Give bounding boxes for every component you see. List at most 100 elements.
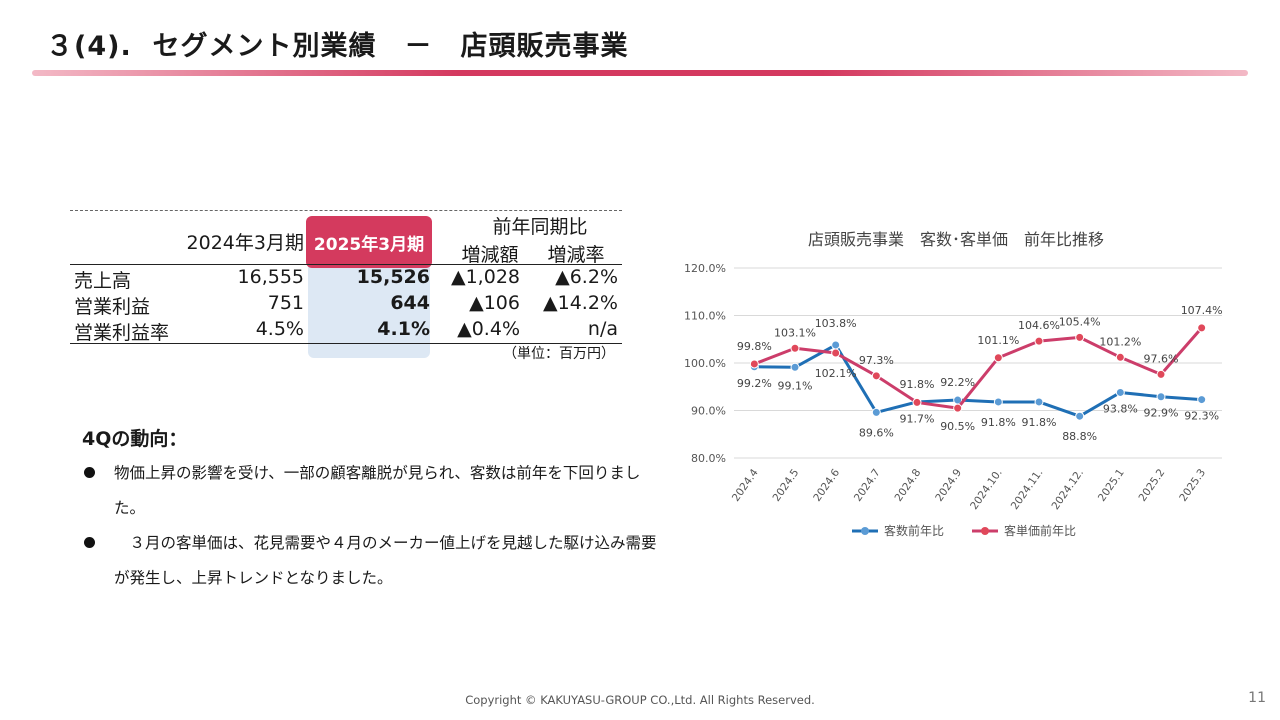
- bullet-text: ３月の客単価は、花見需要や４月のメーカー値上げを見越した駆け込み需要が発生し、上…: [114, 534, 657, 587]
- header-rule: [70, 264, 622, 265]
- data-point: [790, 343, 800, 353]
- data-point: [831, 340, 841, 350]
- y-tick-label: 90.0%: [691, 405, 726, 418]
- title-underline: [32, 70, 1248, 76]
- data-point: [831, 348, 841, 358]
- y-tick-label: 80.0%: [691, 452, 726, 465]
- table-top-dashed-line: [70, 210, 622, 211]
- page-title: ３(4). セグメント別業績 － 店頭販売事業: [46, 31, 629, 62]
- segment-results-table: 2025年3月期 2024年3月期 前年同期比 増減額 増減率 売上高 16,5…: [70, 208, 622, 358]
- row-label: 営業利益: [74, 296, 151, 318]
- data-label: 90.5%: [940, 420, 975, 433]
- trend-heading: 4Qの動向：: [82, 428, 188, 450]
- data-point: [912, 397, 922, 407]
- row-rate: ▲6.2%: [555, 266, 618, 288]
- x-tick-label: 2024.4: [730, 467, 761, 504]
- x-tick-label: 2024.9: [933, 467, 964, 504]
- data-label: 92.2%: [940, 376, 975, 389]
- data-point: [1034, 336, 1044, 346]
- yoy-trend-chart: 店頭販売事業 客数･客単価 前年比推移 80.0% 90.0% 100.0% 110.…: [676, 218, 1236, 558]
- x-tick-label: 2024.5: [771, 467, 802, 504]
- y-tick-label: 110.0%: [684, 310, 726, 323]
- data-point: [871, 407, 881, 417]
- x-tick-label: 2024.12.: [1049, 467, 1086, 512]
- x-tick-label: 2024.8: [893, 467, 924, 504]
- data-label: 105.4%: [1059, 315, 1101, 328]
- trend-bullets: 物価上昇の影響を受け、一部の顧客離脱が見られ、客数は前年を下回りました。 ３月の…: [80, 456, 660, 596]
- y-tick-label: 100.0%: [684, 357, 726, 370]
- row-value-2025: 4.1%: [377, 318, 430, 340]
- x-tick-label: 2024.6: [811, 467, 842, 504]
- row-value-2024: 4.5%: [255, 318, 304, 340]
- data-label: 99.2%: [737, 377, 772, 390]
- data-label: 88.8%: [1062, 430, 1097, 443]
- data-point: [1075, 411, 1085, 421]
- data-point: [1197, 323, 1207, 333]
- data-point: [993, 353, 1003, 363]
- row-diff: ▲0.4%: [457, 318, 520, 340]
- row-rate: n/a: [587, 318, 618, 340]
- chart-svg: 80.0% 90.0% 100.0% 110.0% 120.0% 2024.4 2024.5…: [684, 262, 1223, 538]
- data-point: [790, 362, 800, 372]
- row-label: 売上高: [74, 270, 132, 292]
- series-line: [753, 326, 1203, 410]
- data-label: 91.8%: [981, 416, 1016, 429]
- data-point: [1197, 395, 1207, 405]
- bullet-dot-icon: [84, 537, 95, 548]
- highlight-column-2025: [308, 264, 430, 358]
- data-label: 102.1%: [815, 367, 857, 380]
- row-value-2025: 15,526: [356, 266, 430, 288]
- data-label: 93.8%: [1103, 402, 1138, 415]
- data-label: 92.9%: [1144, 407, 1179, 420]
- data-point: [871, 371, 881, 381]
- data-label: 103.8%: [815, 317, 857, 330]
- header-2025: 2025年3月期: [306, 216, 432, 268]
- row-label: 営業利益率: [74, 322, 170, 344]
- legend-marker: [981, 527, 989, 535]
- data-point: [1075, 332, 1085, 342]
- data-label: 91.8%: [900, 378, 935, 391]
- bottom-rule: [70, 343, 622, 344]
- page-number: 11: [1248, 690, 1266, 706]
- data-point: [1115, 352, 1125, 362]
- row-rate: ▲14.2%: [543, 292, 618, 314]
- bullet-item: ３月の客単価は、花見需要や４月のメーカー値上げを見越した駆け込み需要が発生し、上…: [80, 526, 660, 596]
- header-rate: 増減率: [547, 244, 605, 266]
- series-line: [754, 343, 1202, 418]
- x-tick-label: 2024.10.: [968, 467, 1005, 512]
- data-label: 107.4%: [1181, 304, 1223, 317]
- x-tick-label: 2025.2: [1137, 467, 1168, 504]
- row-value-2024: 16,555: [237, 266, 304, 288]
- data-point: [1034, 397, 1044, 407]
- y-tick-label: 120.0%: [684, 262, 726, 275]
- x-tick-label: 2024.11.: [1009, 467, 1046, 512]
- data-point: [953, 403, 963, 413]
- data-point: [993, 397, 1003, 407]
- data-label: 101.2%: [1099, 335, 1141, 348]
- data-label: 92.3%: [1184, 410, 1219, 423]
- data-label: 104.6%: [1018, 319, 1060, 332]
- bullet-dot-icon: [84, 467, 95, 478]
- data-label: 97.3%: [859, 354, 894, 367]
- data-label: 99.1%: [778, 379, 813, 392]
- copyright: Copyright © KAKUYASU-GROUP CO.,Ltd. All …: [465, 693, 815, 707]
- data-point: [1115, 387, 1125, 397]
- data-label: 89.6%: [859, 426, 894, 439]
- x-tick-label: 2025.3: [1177, 467, 1208, 504]
- bullet-item: 物価上昇の影響を受け、一部の顧客離脱が見られ、客数は前年を下回りました。: [80, 456, 660, 526]
- data-label: 103.1%: [774, 326, 816, 339]
- data-point: [1156, 369, 1166, 379]
- x-tick-label: 2025.1: [1096, 467, 1127, 504]
- row-value-2025: 644: [390, 292, 430, 314]
- data-label: 97.6%: [1144, 352, 1179, 365]
- row-value-2024: 751: [267, 292, 304, 314]
- bullet-text: 物価上昇の影響を受け、一部の顧客離脱が見られ、客数は前年を下回りました。: [114, 464, 641, 517]
- legend-label: 客単価前年比: [1004, 523, 1076, 538]
- x-tick-label: 2024.7: [852, 467, 883, 504]
- chart-title: 店頭販売事業 客数･客単価 前年比推移: [807, 230, 1104, 249]
- data-label: 91.7%: [900, 412, 935, 425]
- row-diff: ▲1,028: [450, 266, 520, 288]
- header-diff: 増減額: [461, 244, 519, 266]
- header-yoy: 前年同期比: [492, 216, 588, 238]
- unit-note: （単位：百万円）: [503, 346, 615, 362]
